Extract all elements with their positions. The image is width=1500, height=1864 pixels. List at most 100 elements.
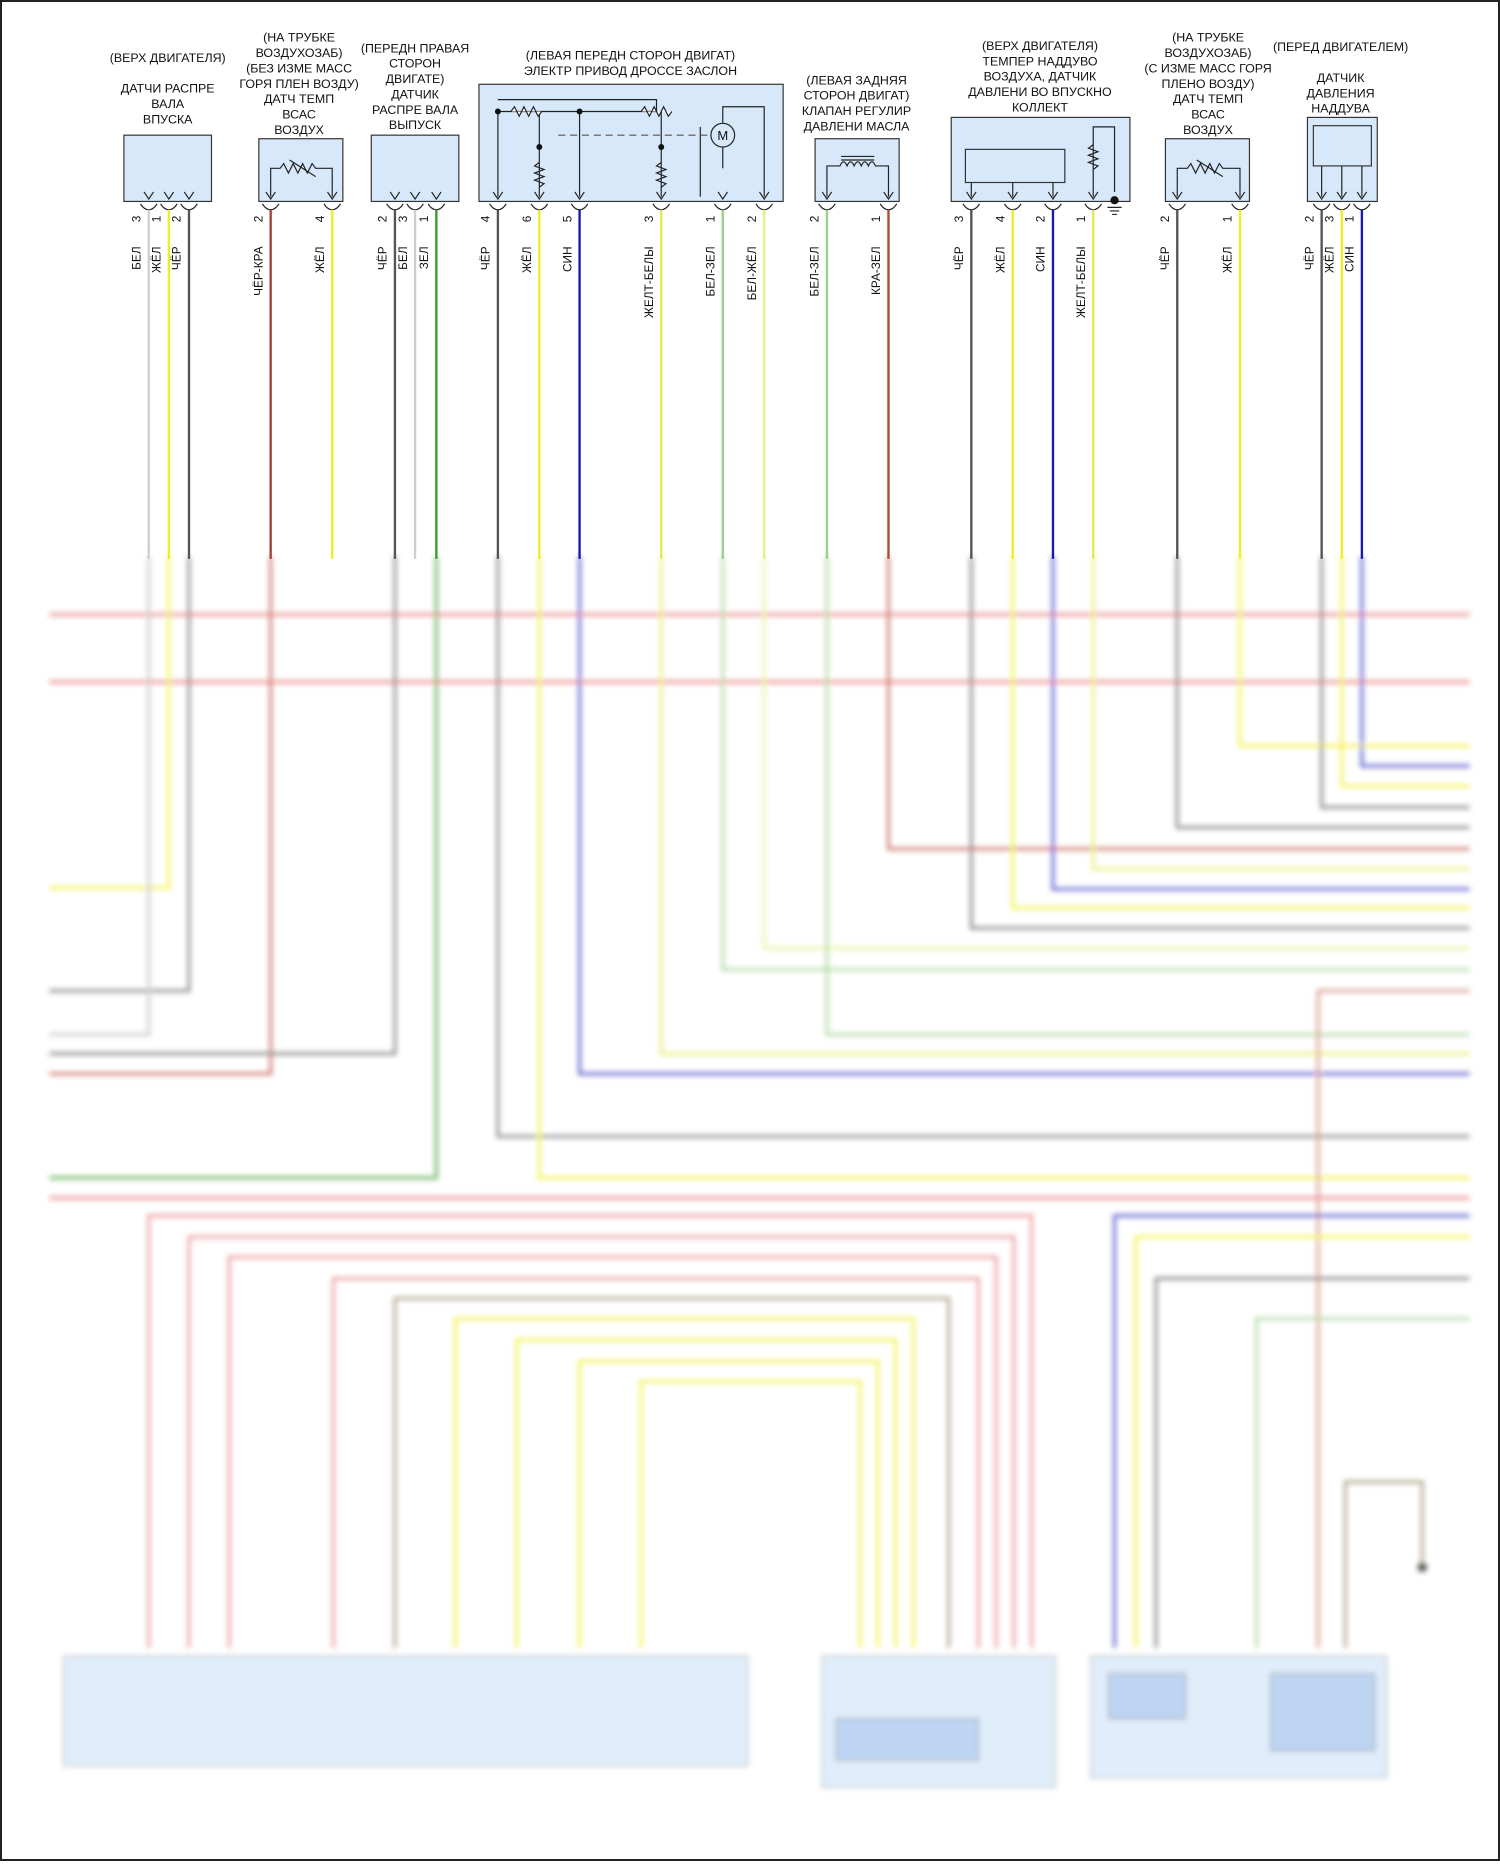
ground-symbol bbox=[1107, 206, 1122, 216]
component-title-line: ДАТЧИК bbox=[1317, 71, 1365, 85]
wire-route bbox=[187, 1235, 1016, 1648]
connector-terminal bbox=[160, 203, 178, 211]
connector-terminal bbox=[1084, 203, 1103, 211]
solenoid-coil-symbol bbox=[826, 161, 890, 197]
wire-color-label: ЖЁЛ bbox=[313, 246, 327, 273]
wire-color-label: БЕЛ-ЗЕЛ bbox=[703, 246, 717, 296]
wire-color-label: ЖЁЛ bbox=[520, 246, 534, 273]
wire-route bbox=[49, 556, 191, 993]
wire-route bbox=[49, 556, 438, 1180]
map-internal-wiring bbox=[970, 126, 1116, 197]
pin-number: 4 bbox=[479, 215, 493, 222]
component-box bbox=[1164, 138, 1251, 203]
component-title-line: ДАТЧИК bbox=[391, 87, 439, 101]
sensor-element bbox=[1312, 125, 1372, 167]
wire-route bbox=[1175, 556, 1470, 830]
wire-route bbox=[1360, 556, 1470, 768]
pin-number: 3 bbox=[642, 215, 656, 222]
pin-number: 1 bbox=[703, 216, 717, 223]
pin-arrow bbox=[574, 191, 585, 201]
ground-icon bbox=[1110, 196, 1119, 205]
component-title-line: КОЛЛЕКТ bbox=[1012, 100, 1068, 114]
pin-arrow bbox=[389, 191, 401, 201]
pin-number: 2 bbox=[1034, 216, 1048, 223]
wire-color-label: ЖЁЛ bbox=[1322, 246, 1336, 273]
thermistor-symbol bbox=[270, 162, 333, 197]
connector-terminal bbox=[489, 203, 507, 211]
wire-route bbox=[1134, 1235, 1470, 1648]
component-title-line: ДАТЧ ТЕМП bbox=[264, 92, 334, 106]
pin-number: 1 bbox=[150, 216, 164, 223]
wire-route bbox=[659, 556, 1470, 1056]
pin-number: 1 bbox=[869, 216, 883, 223]
component-title-line: (ЛЕВАЯ ЗАДНЯЯ bbox=[806, 73, 907, 87]
pin-arrow bbox=[1007, 191, 1018, 201]
pin-number: 4 bbox=[313, 215, 327, 222]
wire-color-label: ЖЁЛ bbox=[1221, 246, 1235, 273]
component-title-line: ВОЗДУХОЗАБ) bbox=[256, 46, 343, 60]
pin-number: 5 bbox=[560, 215, 574, 222]
component-title-line: (ВЕРХ ДВИГАТЕЛЯ) bbox=[982, 39, 1098, 53]
pin-arrow bbox=[326, 191, 338, 201]
pin-arrow bbox=[758, 191, 770, 201]
wire-color-label: ЖЁЛ bbox=[150, 246, 164, 273]
component-title-line: ГОРЯ ПЛЕН ВОЗДУ) bbox=[239, 77, 358, 91]
wire-route bbox=[496, 556, 1470, 1138]
pin-number: 2 bbox=[1158, 216, 1172, 223]
pin-arrow bbox=[1172, 191, 1183, 201]
component-title-line: ЭЛЕКТР ПРИВОД ДРОССЕ ЗАСЛОН bbox=[524, 64, 737, 78]
component-title-line: НАДДУВА bbox=[1311, 102, 1370, 116]
pin-arrow bbox=[966, 191, 977, 201]
component-title-line: ВОЗДУХ bbox=[1183, 123, 1233, 137]
component-title-line: ВСАС bbox=[1191, 108, 1225, 122]
connector-terminal bbox=[261, 203, 280, 211]
wire-route bbox=[1113, 1214, 1470, 1648]
component-title-line: ВПУСКА bbox=[143, 112, 193, 126]
pin-number: 4 bbox=[993, 215, 1007, 222]
wire-color-label: ЧЁР bbox=[376, 246, 390, 270]
connector-terminal bbox=[180, 203, 198, 211]
map-sensor: (ВЕРХ ДВИГАТЕЛЯ)ТЕМПЕР НАДДУВО ВОЗДУХА, Д… bbox=[950, 39, 1131, 559]
wire-color-label: СИН bbox=[560, 246, 574, 272]
connector-terminal bbox=[652, 203, 671, 211]
wire-route bbox=[721, 556, 1470, 972]
connector-terminal bbox=[570, 203, 589, 211]
component-title-line: (ВЕРХ ДВИГАТЕЛЯ) bbox=[110, 51, 226, 65]
pin-number: 1 bbox=[1074, 216, 1088, 223]
wire-route bbox=[393, 1297, 951, 1648]
pin-arrow bbox=[1336, 191, 1347, 201]
wire-color-label: ЧЁР bbox=[479, 246, 493, 270]
pin-number: 2 bbox=[1302, 216, 1316, 223]
component-title-line: ВЫПУСК bbox=[389, 118, 442, 132]
wire-route bbox=[1255, 1317, 1470, 1648]
pin-arrow bbox=[143, 191, 154, 201]
connector-terminal bbox=[530, 203, 549, 211]
pin-number: 2 bbox=[808, 216, 822, 223]
component-title-line: ДВИГАТЕ) bbox=[386, 72, 445, 86]
temp-resistor bbox=[1086, 144, 1100, 170]
wire-route bbox=[1011, 556, 1470, 910]
blurred-lower-section bbox=[49, 556, 1470, 1788]
motor-icon bbox=[710, 122, 736, 148]
pin-arrow bbox=[431, 191, 442, 201]
component-title-line: ПЛЕНО ВОЗДУ) bbox=[1162, 77, 1255, 91]
control-unit-box bbox=[62, 1655, 749, 1767]
wire-color-label: ЧЁР bbox=[1302, 246, 1316, 270]
wire-route bbox=[969, 556, 1470, 930]
throttle-potentiometers bbox=[510, 105, 673, 118]
connector-terminal bbox=[406, 203, 424, 211]
pin-number: 2 bbox=[745, 216, 759, 223]
pin-arrow bbox=[1356, 191, 1368, 201]
wire-color-label: ЖЕЛТ-БЕЛЫ bbox=[1074, 246, 1088, 318]
component-title-line: ВОЗДУХ bbox=[274, 123, 324, 137]
connector-terminal bbox=[139, 203, 158, 211]
connector-terminal bbox=[962, 203, 981, 211]
component-title-line: ТЕМПЕР НАДДУВО bbox=[982, 54, 1097, 68]
wire-route bbox=[825, 556, 1470, 1037]
connector-terminal bbox=[879, 203, 898, 211]
pin-arrow bbox=[1234, 191, 1246, 201]
wire-route bbox=[578, 1359, 880, 1648]
